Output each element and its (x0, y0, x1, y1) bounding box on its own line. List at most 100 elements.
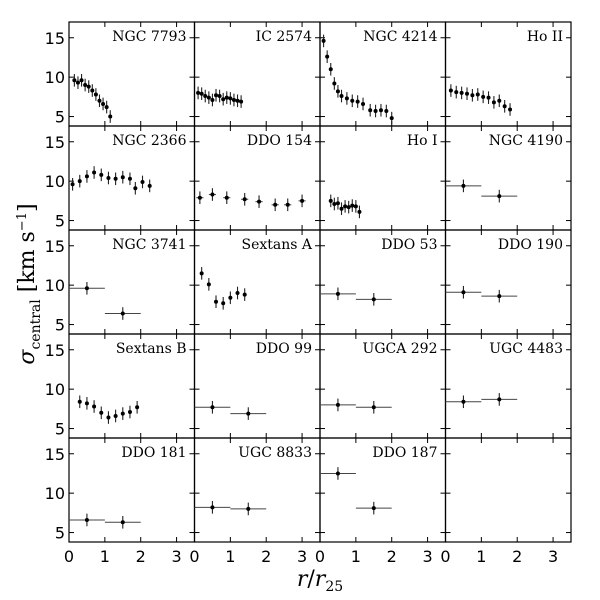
point-marker (242, 292, 247, 297)
point-marker (335, 471, 340, 476)
data-point (320, 398, 356, 412)
point-marker (461, 399, 466, 404)
point-marker (246, 411, 251, 416)
x-axis-label: r/r25 (297, 567, 343, 595)
point-marker (84, 286, 89, 291)
data-point (75, 76, 80, 89)
data-point (242, 288, 247, 301)
data-point (384, 104, 389, 118)
point-marker (104, 105, 109, 110)
data-point (214, 88, 219, 102)
point-marker (461, 183, 466, 188)
point-marker (339, 94, 344, 99)
data-point (214, 295, 219, 308)
panel-title: DDO 154 (247, 133, 312, 149)
point-marker (448, 88, 453, 93)
data-point (298, 194, 306, 208)
panel-title: UGC 8833 (238, 445, 312, 461)
point-marker (497, 397, 502, 402)
data-point (84, 397, 89, 410)
x-tick-label: 2 (387, 547, 397, 566)
data-point (228, 291, 233, 305)
data-point (120, 170, 125, 184)
panel-frame (444, 437, 572, 543)
point-marker (120, 175, 125, 180)
point-marker (454, 90, 459, 95)
x-tick-label: 1 (100, 547, 110, 566)
data-point (93, 88, 98, 101)
data-point (194, 400, 231, 414)
point-marker (325, 54, 330, 59)
point-marker (361, 101, 366, 106)
x-tick-label: 0 (440, 547, 450, 566)
data-point (84, 170, 89, 183)
point-marker (497, 294, 502, 299)
data-point (271, 198, 279, 212)
point-marker (101, 101, 106, 106)
point-marker (355, 99, 360, 104)
panel-title: UGCA 292 (363, 341, 438, 357)
data-point (239, 95, 244, 108)
point-marker (90, 88, 95, 93)
data-point (206, 91, 211, 104)
data-point (72, 74, 77, 87)
panel-19: DDO 187 (319, 437, 447, 543)
data-point (206, 278, 211, 291)
panel-13: Sextans B (68, 333, 196, 439)
point-marker (92, 404, 97, 409)
panel-title: NGC 7793 (112, 29, 186, 45)
data-point (101, 97, 106, 111)
data-point (224, 91, 229, 104)
data-point (475, 88, 480, 101)
point-marker (133, 186, 138, 191)
point-marker (210, 505, 215, 510)
point-marker (221, 301, 226, 306)
data-point (120, 407, 125, 420)
y-tick-label: 5 (55, 108, 65, 127)
data-point (221, 92, 226, 106)
point-marker (350, 203, 355, 208)
data-point (135, 400, 140, 414)
point-marker (120, 311, 125, 316)
panel-4: Ho II (444, 21, 572, 127)
data-point (108, 110, 113, 123)
data-point (445, 285, 482, 299)
point-marker (228, 96, 233, 101)
panel-title: NGC 4190 (489, 133, 563, 149)
point-marker (120, 520, 125, 525)
point-marker (140, 179, 145, 184)
point-marker (203, 94, 208, 99)
panel-title: UGC 4483 (489, 341, 563, 357)
data-point (332, 77, 337, 90)
point-marker (350, 98, 355, 103)
point-marker (113, 413, 118, 418)
point-marker (210, 405, 215, 410)
y-tick-label: 5 (55, 420, 65, 439)
point-marker (196, 90, 201, 95)
y-tick-label: 15 (45, 29, 65, 48)
data-point (454, 85, 459, 99)
point-marker (83, 83, 88, 88)
point-marker (84, 517, 89, 522)
point-marker (257, 199, 262, 204)
point-marker (328, 198, 333, 203)
panel-title: DDO 99 (256, 341, 312, 357)
point-marker (332, 202, 337, 206)
data-point (508, 103, 513, 116)
point-marker (108, 114, 113, 119)
point-marker (378, 108, 383, 113)
data-point (97, 94, 102, 108)
point-marker (127, 410, 132, 414)
point-marker (497, 98, 502, 103)
point-marker (93, 92, 98, 97)
panel-14: DDO 99 (193, 333, 321, 439)
point-marker (475, 92, 480, 97)
data-point (104, 516, 141, 529)
data-point (357, 205, 362, 219)
panel-title: DDO 53 (381, 237, 437, 253)
panel-title: IC 2574 (256, 29, 312, 45)
point-marker (368, 108, 373, 113)
point-marker (199, 271, 204, 276)
point-marker (235, 98, 240, 103)
